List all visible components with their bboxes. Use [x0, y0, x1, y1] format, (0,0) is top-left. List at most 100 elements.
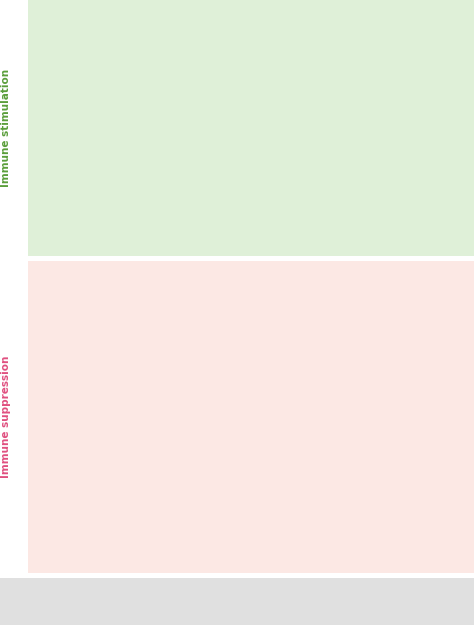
Ellipse shape: [269, 322, 358, 381]
Ellipse shape: [267, 421, 360, 479]
Text: e.g. NKG2D ligands,
growth factors: e.g. NKG2D ligands, growth factors: [218, 384, 290, 399]
Text: Macrophages (M2 like): Macrophages (M2 like): [260, 539, 367, 549]
Text: e.g. HSP70: e.g. HSP70: [146, 164, 187, 173]
Text: e.g. miRNAs: e.g. miRNAs: [218, 488, 264, 498]
Text: CD8 T cells: CD8 T cells: [288, 330, 340, 339]
Text: Cytotoxicity: Cytotoxicity: [411, 388, 466, 397]
Circle shape: [192, 346, 214, 361]
Text: NK cells: NK cells: [253, 203, 294, 212]
Ellipse shape: [289, 436, 318, 451]
Ellipse shape: [350, 386, 372, 399]
Circle shape: [44, 399, 62, 411]
Polygon shape: [35, 402, 127, 463]
Ellipse shape: [69, 148, 112, 171]
Circle shape: [193, 500, 204, 508]
Text: NK cells: NK cells: [270, 429, 308, 439]
Circle shape: [73, 189, 82, 195]
Polygon shape: [100, 419, 171, 466]
Circle shape: [52, 351, 64, 359]
Polygon shape: [88, 82, 111, 96]
Ellipse shape: [289, 336, 338, 368]
Text: Macrophages: Macrophages: [328, 205, 397, 214]
Circle shape: [61, 468, 76, 479]
Text: Immune stimulation: Immune stimulation: [1, 69, 11, 188]
Ellipse shape: [102, 92, 178, 138]
Ellipse shape: [250, 371, 328, 426]
Circle shape: [69, 188, 85, 197]
Text: Tumor cells: Tumor cells: [82, 479, 140, 489]
Text: Immune suppression: Immune suppression: [1, 356, 11, 478]
Circle shape: [192, 396, 214, 411]
Circle shape: [180, 182, 189, 188]
Ellipse shape: [363, 45, 452, 99]
Text: e.g. HSP72: e.g. HSP72: [218, 435, 259, 444]
Text: Differentiation: Differentiation: [381, 438, 446, 447]
Circle shape: [193, 448, 204, 456]
Ellipse shape: [69, 426, 80, 432]
Text: Activation: Activation: [379, 147, 425, 156]
Circle shape: [192, 292, 214, 308]
Circle shape: [47, 64, 72, 79]
Polygon shape: [81, 344, 101, 357]
Ellipse shape: [80, 153, 91, 159]
Circle shape: [197, 296, 209, 304]
Circle shape: [197, 349, 209, 358]
Circle shape: [164, 145, 177, 152]
Circle shape: [182, 139, 192, 145]
Polygon shape: [318, 149, 407, 199]
Text: HSPs: HSPs: [239, 596, 264, 606]
Ellipse shape: [348, 383, 391, 414]
Circle shape: [158, 473, 166, 479]
Ellipse shape: [330, 371, 409, 426]
Ellipse shape: [292, 282, 316, 296]
Circle shape: [48, 401, 58, 408]
Ellipse shape: [279, 429, 348, 471]
Text: TEXs: TEXs: [34, 596, 58, 606]
Text: RNA: RNA: [337, 596, 357, 606]
Circle shape: [197, 399, 209, 408]
Text: b: b: [35, 268, 46, 282]
Text: CD8 T cells: CD8 T cells: [343, 429, 395, 439]
Ellipse shape: [103, 367, 123, 379]
Text: MDSCs: MDSCs: [298, 481, 330, 490]
Circle shape: [188, 444, 210, 459]
Polygon shape: [115, 146, 191, 188]
Ellipse shape: [127, 438, 136, 442]
Text: Proliferation: Proliferation: [381, 338, 436, 347]
Polygon shape: [44, 319, 204, 441]
Ellipse shape: [136, 158, 170, 176]
Polygon shape: [238, 41, 334, 101]
Text: Antigen presentation: Antigen presentation: [329, 13, 425, 22]
Circle shape: [159, 142, 182, 155]
Text: a: a: [35, 8, 46, 22]
Polygon shape: [130, 332, 149, 345]
Circle shape: [53, 68, 66, 76]
Circle shape: [50, 112, 61, 118]
Polygon shape: [143, 71, 164, 82]
Ellipse shape: [338, 160, 387, 188]
Circle shape: [64, 471, 73, 476]
Polygon shape: [57, 61, 226, 169]
Ellipse shape: [288, 488, 339, 522]
Circle shape: [46, 109, 65, 121]
Circle shape: [188, 496, 210, 511]
Ellipse shape: [292, 437, 335, 463]
Polygon shape: [43, 132, 142, 186]
Ellipse shape: [292, 492, 316, 505]
Ellipse shape: [254, 164, 276, 174]
Polygon shape: [118, 144, 135, 152]
Text: Apoptosis: Apoptosis: [381, 285, 425, 294]
Ellipse shape: [234, 151, 313, 198]
Ellipse shape: [119, 432, 151, 452]
Text: Dendritic cells: Dendritic cells: [250, 106, 323, 116]
Ellipse shape: [268, 61, 289, 72]
Polygon shape: [267, 474, 360, 535]
Ellipse shape: [270, 386, 291, 399]
Text: Treg cells: Treg cells: [291, 386, 337, 395]
Polygon shape: [91, 588, 117, 611]
Circle shape: [11, 594, 25, 609]
Ellipse shape: [144, 162, 154, 166]
Ellipse shape: [383, 57, 432, 86]
Circle shape: [59, 164, 69, 169]
Circle shape: [213, 591, 228, 604]
